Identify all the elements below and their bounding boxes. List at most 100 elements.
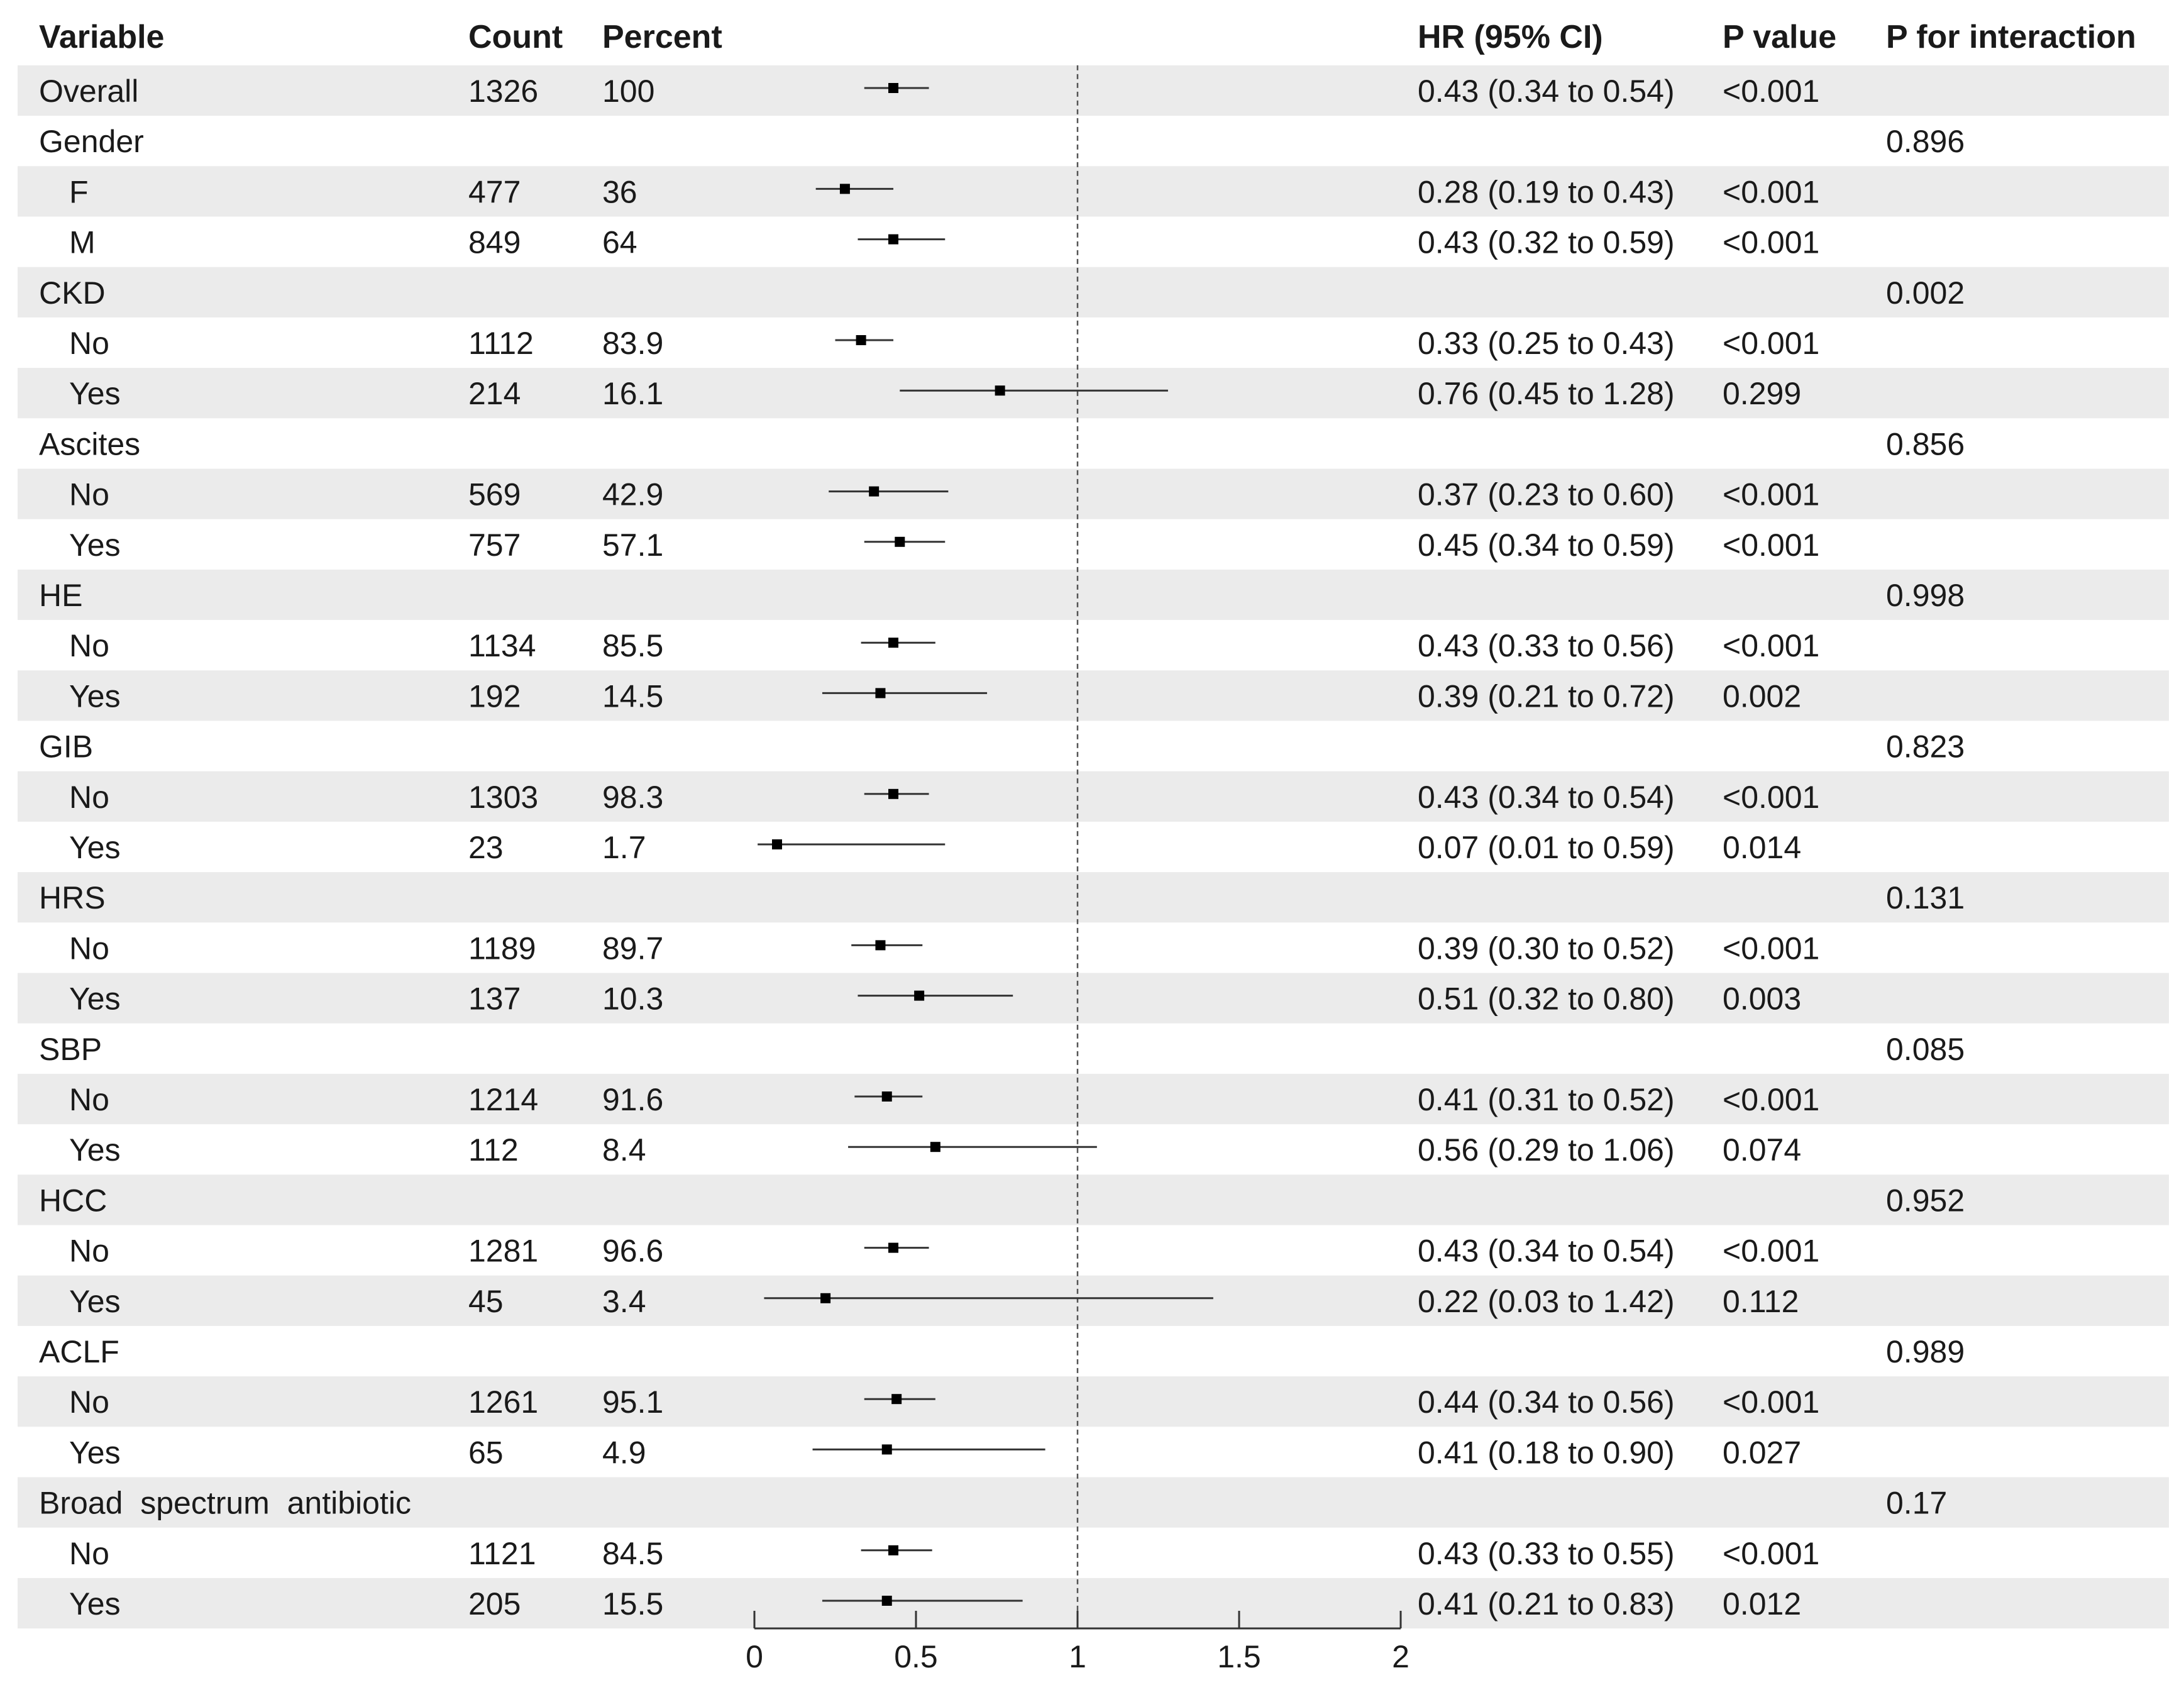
- percent-cell: 16.1: [602, 376, 663, 411]
- percent-cell: 89.7: [602, 931, 663, 966]
- header-hr: HR (95% CI): [1418, 19, 1603, 55]
- count-cell: 65: [468, 1435, 504, 1470]
- group-label: Ascites: [39, 426, 140, 461]
- percent-cell: 3.4: [602, 1284, 646, 1319]
- p-interaction-cell: 0.131: [1886, 880, 1965, 915]
- p-interaction-cell: 0.17: [1886, 1486, 1947, 1521]
- p-interaction-cell: 0.952: [1886, 1183, 1965, 1218]
- percent-cell: 91.6: [602, 1082, 663, 1117]
- p-value-cell: <0.001: [1723, 174, 1819, 209]
- hr-point: [930, 1142, 940, 1152]
- p-value-cell: 0.074: [1723, 1132, 1801, 1168]
- header-p-value: P value: [1723, 19, 1836, 55]
- table-row: HCC 0.952: [39, 1183, 1965, 1218]
- x-tick-label: 2: [1392, 1639, 1409, 1674]
- percent-cell: 57.1: [602, 528, 663, 563]
- hr-ci-cell: 0.76 (0.45 to 1.28): [1418, 376, 1675, 411]
- hr-ci-cell: 0.43 (0.34 to 0.54): [1418, 780, 1675, 815]
- table-row: No 1112 83.9 0.33 (0.25 to 0.43) <0.001: [69, 326, 1819, 361]
- count-cell: 45: [468, 1284, 504, 1319]
- hr-ci-cell: 0.51 (0.32 to 0.80): [1418, 981, 1675, 1017]
- p-value-cell: <0.001: [1723, 931, 1819, 966]
- row-band: [18, 468, 2169, 519]
- p-interaction-cell: 0.998: [1886, 578, 1965, 613]
- group-label: SBP: [39, 1032, 102, 1067]
- x-tick-label: 1.5: [1217, 1639, 1261, 1674]
- table-row: F 477 36 0.28 (0.19 to 0.43) <0.001: [69, 174, 1819, 209]
- p-value-cell: 0.014: [1723, 830, 1801, 865]
- percent-cell: 14.5: [602, 678, 663, 714]
- p-interaction-cell: 0.856: [1886, 426, 1965, 461]
- count-cell: 1281: [468, 1234, 538, 1269]
- table-row: M 849 64 0.43 (0.32 to 0.59) <0.001: [69, 225, 1819, 260]
- table-row: Broad spectrum antibiotic 0.17: [39, 1486, 1947, 1521]
- hr-ci-cell: 0.56 (0.29 to 1.06): [1418, 1132, 1675, 1168]
- group-label: HE: [39, 578, 82, 613]
- p-interaction-cell: 0.823: [1886, 729, 1965, 765]
- count-cell: 214: [468, 376, 521, 411]
- table-row: HE 0.998: [39, 578, 1965, 613]
- subgroup-label: Yes: [69, 1435, 121, 1470]
- subgroup-label: Yes: [69, 1132, 121, 1168]
- header-percent: Percent: [602, 19, 722, 55]
- row-band: [18, 368, 2169, 419]
- subgroup-label: M: [69, 225, 96, 260]
- subgroup-label: Yes: [69, 1586, 121, 1621]
- hr-point: [875, 940, 886, 951]
- subgroup-label: Yes: [69, 376, 121, 411]
- hr-point: [839, 184, 850, 194]
- row-band: [18, 1174, 2169, 1225]
- p-value-cell: <0.001: [1723, 780, 1819, 815]
- row-band: [18, 267, 2169, 318]
- hr-point: [888, 1242, 899, 1253]
- percent-cell: 42.9: [602, 477, 663, 512]
- count-cell: 23: [468, 830, 504, 865]
- header-p-interaction: P for interaction: [1886, 19, 2136, 55]
- count-cell: 1303: [468, 780, 538, 815]
- subgroup-label: Yes: [69, 678, 121, 714]
- row-band: [18, 166, 2169, 217]
- hr-point: [888, 1545, 899, 1555]
- percent-cell: 10.3: [602, 981, 663, 1017]
- count-cell: 757: [468, 528, 521, 563]
- count-cell: 112: [468, 1132, 519, 1168]
- group-label: HRS: [39, 880, 106, 915]
- subgroup-label: No: [69, 477, 109, 512]
- table-row: No 569 42.9 0.37 (0.23 to 0.60) <0.001: [69, 477, 1819, 512]
- hr-ci-cell: 0.39 (0.21 to 0.72): [1418, 678, 1675, 714]
- hr-point: [891, 1394, 902, 1405]
- percent-cell: 95.1: [602, 1384, 663, 1420]
- row-band: [18, 1376, 2169, 1427]
- table-row: Yes 23 1.7 0.07 (0.01 to 0.59) 0.014: [69, 830, 1801, 865]
- p-interaction-cell: 0.989: [1886, 1334, 1965, 1369]
- subgroup-label: No: [69, 1082, 109, 1117]
- group-label: ACLF: [39, 1334, 119, 1369]
- p-value-cell: <0.001: [1723, 528, 1819, 563]
- table-row: CKD 0.002: [39, 275, 1965, 311]
- table-row: Yes 65 4.9 0.41 (0.18 to 0.90) 0.027: [69, 1435, 1801, 1470]
- x-tick-label: 0.5: [894, 1639, 938, 1674]
- hr-point: [771, 839, 782, 849]
- hr-point: [888, 234, 899, 245]
- percent-cell: 36: [602, 174, 637, 209]
- count-cell: 1189: [468, 931, 536, 966]
- x-tick-label: 0: [746, 1639, 763, 1674]
- percent-cell: 83.9: [602, 326, 663, 361]
- table-row: Yes 192 14.5 0.39 (0.21 to 0.72) 0.002: [69, 678, 1801, 714]
- table-row: No 1214 91.6 0.41 (0.31 to 0.52) <0.001: [69, 1082, 1819, 1117]
- hr-point: [888, 83, 899, 93]
- subgroup-label: No: [69, 780, 109, 815]
- group-label: GIB: [39, 729, 93, 765]
- row-band: [18, 65, 2169, 116]
- hr-ci-cell: 0.43 (0.33 to 0.56): [1418, 628, 1675, 663]
- subgroup-label: No: [69, 1384, 109, 1420]
- p-value-cell: 0.112: [1723, 1284, 1799, 1319]
- hr-point: [869, 486, 880, 497]
- percent-cell: 1.7: [602, 830, 646, 865]
- table-row: No 1134 85.5 0.43 (0.33 to 0.56) <0.001: [69, 628, 1819, 663]
- p-value-cell: <0.001: [1723, 477, 1819, 512]
- subgroup-label: No: [69, 1234, 109, 1269]
- row-band: [18, 771, 2169, 822]
- group-label: CKD: [39, 275, 106, 311]
- group-label: HCC: [39, 1183, 107, 1218]
